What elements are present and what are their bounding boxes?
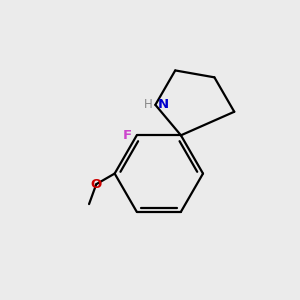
Text: O: O [91, 178, 102, 191]
Text: F: F [123, 129, 132, 142]
Text: H: H [144, 98, 153, 111]
Text: N: N [158, 98, 169, 111]
